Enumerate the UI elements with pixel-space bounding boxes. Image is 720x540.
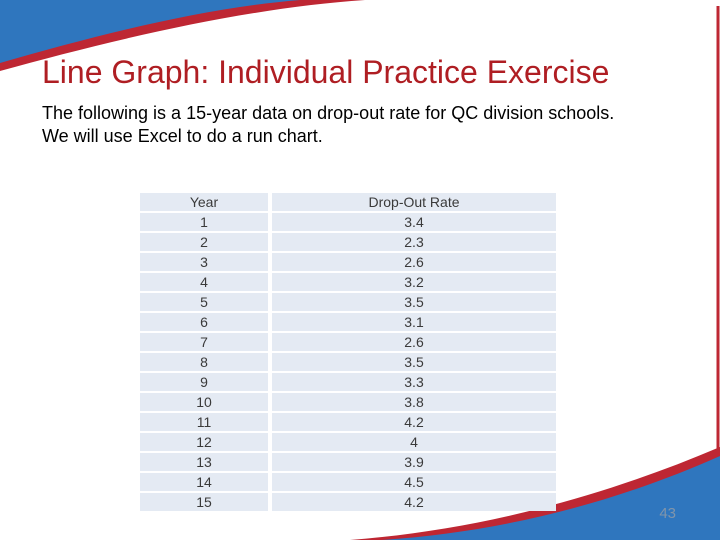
table-cell: 2 — [140, 233, 268, 251]
table-cell: 3.3 — [272, 373, 556, 391]
table-row: 5 3.5 — [140, 293, 556, 311]
table-cell: 2.3 — [272, 233, 556, 251]
table-cell: 3.5 — [272, 353, 556, 371]
table-cell: 3 — [140, 253, 268, 271]
table-cell: 10 — [140, 393, 268, 411]
right-edge-red-line — [716, 6, 720, 458]
body-text-line-1: The following is a 15-year data on drop-… — [42, 103, 615, 123]
table-cell: 3.2 — [272, 273, 556, 291]
page-number: 43 — [659, 505, 676, 522]
table-cell: 8 — [140, 353, 268, 371]
table-cell: 7 — [140, 333, 268, 351]
table-cell: 6 — [140, 313, 268, 331]
table-row: 2 2.3 — [140, 233, 556, 251]
table-cell: 4.2 — [272, 493, 556, 511]
table-row: 9 3.3 — [140, 373, 556, 391]
table-row: 13 3.9 — [140, 453, 556, 471]
table-cell: 14 — [140, 473, 268, 491]
column-header: Drop-Out Rate — [272, 193, 556, 211]
table-row: 8 3.5 — [140, 353, 556, 371]
slide-body-text: The following is a 15-year data on drop-… — [42, 102, 690, 148]
table-row: 6 3.1 — [140, 313, 556, 331]
table-cell: 5 — [140, 293, 268, 311]
table-row: 14 4.5 — [140, 473, 556, 491]
table-cell: 3.9 — [272, 453, 556, 471]
table-cell: 3.1 — [272, 313, 556, 331]
table-row: 3 2.6 — [140, 253, 556, 271]
table-row: 1 3.4 — [140, 213, 556, 231]
table-cell: 3.5 — [272, 293, 556, 311]
table-row: 12 4 — [140, 433, 556, 451]
table-row: 11 4.2 — [140, 413, 556, 431]
table-cell: 1 — [140, 213, 268, 231]
table-cell: 4.5 — [272, 473, 556, 491]
table-cell: 2.6 — [272, 333, 556, 351]
table-row: 10 3.8 — [140, 393, 556, 411]
table-cell: 2.6 — [272, 253, 556, 271]
table-header-row: Year Drop-Out Rate — [140, 193, 556, 211]
slide-title: Line Graph: Individual Practice Exercise — [42, 54, 610, 90]
column-header: Year — [140, 193, 268, 211]
table-cell: 3.8 — [272, 393, 556, 411]
table-row: 15 4.2 — [140, 493, 556, 511]
table-row: 4 3.2 — [140, 273, 556, 291]
table-cell: 4 — [140, 273, 268, 291]
table-body: 1 3.4 2 2.3 3 2.6 4 3.2 5 3.5 6 3.1 7 2.6 8 3.5 9 3.3 10 3.… — [140, 213, 556, 511]
table-cell: 15 — [140, 493, 268, 511]
table-cell: 9 — [140, 373, 268, 391]
dropout-rate-table: Year Drop-Out Rate 1 3.4 2 2.3 3 2.6 4 3.2 5 3.5 6 3… — [136, 191, 560, 513]
table-cell: 4.2 — [272, 413, 556, 431]
table-cell: 4 — [272, 433, 556, 451]
body-text-line-2: We will use Excel to do a run chart. — [42, 126, 323, 146]
table-row: 7 2.6 — [140, 333, 556, 351]
table-cell: 12 — [140, 433, 268, 451]
table-cell: 13 — [140, 453, 268, 471]
table-cell: 3.4 — [272, 213, 556, 231]
table-cell: 11 — [140, 413, 268, 431]
